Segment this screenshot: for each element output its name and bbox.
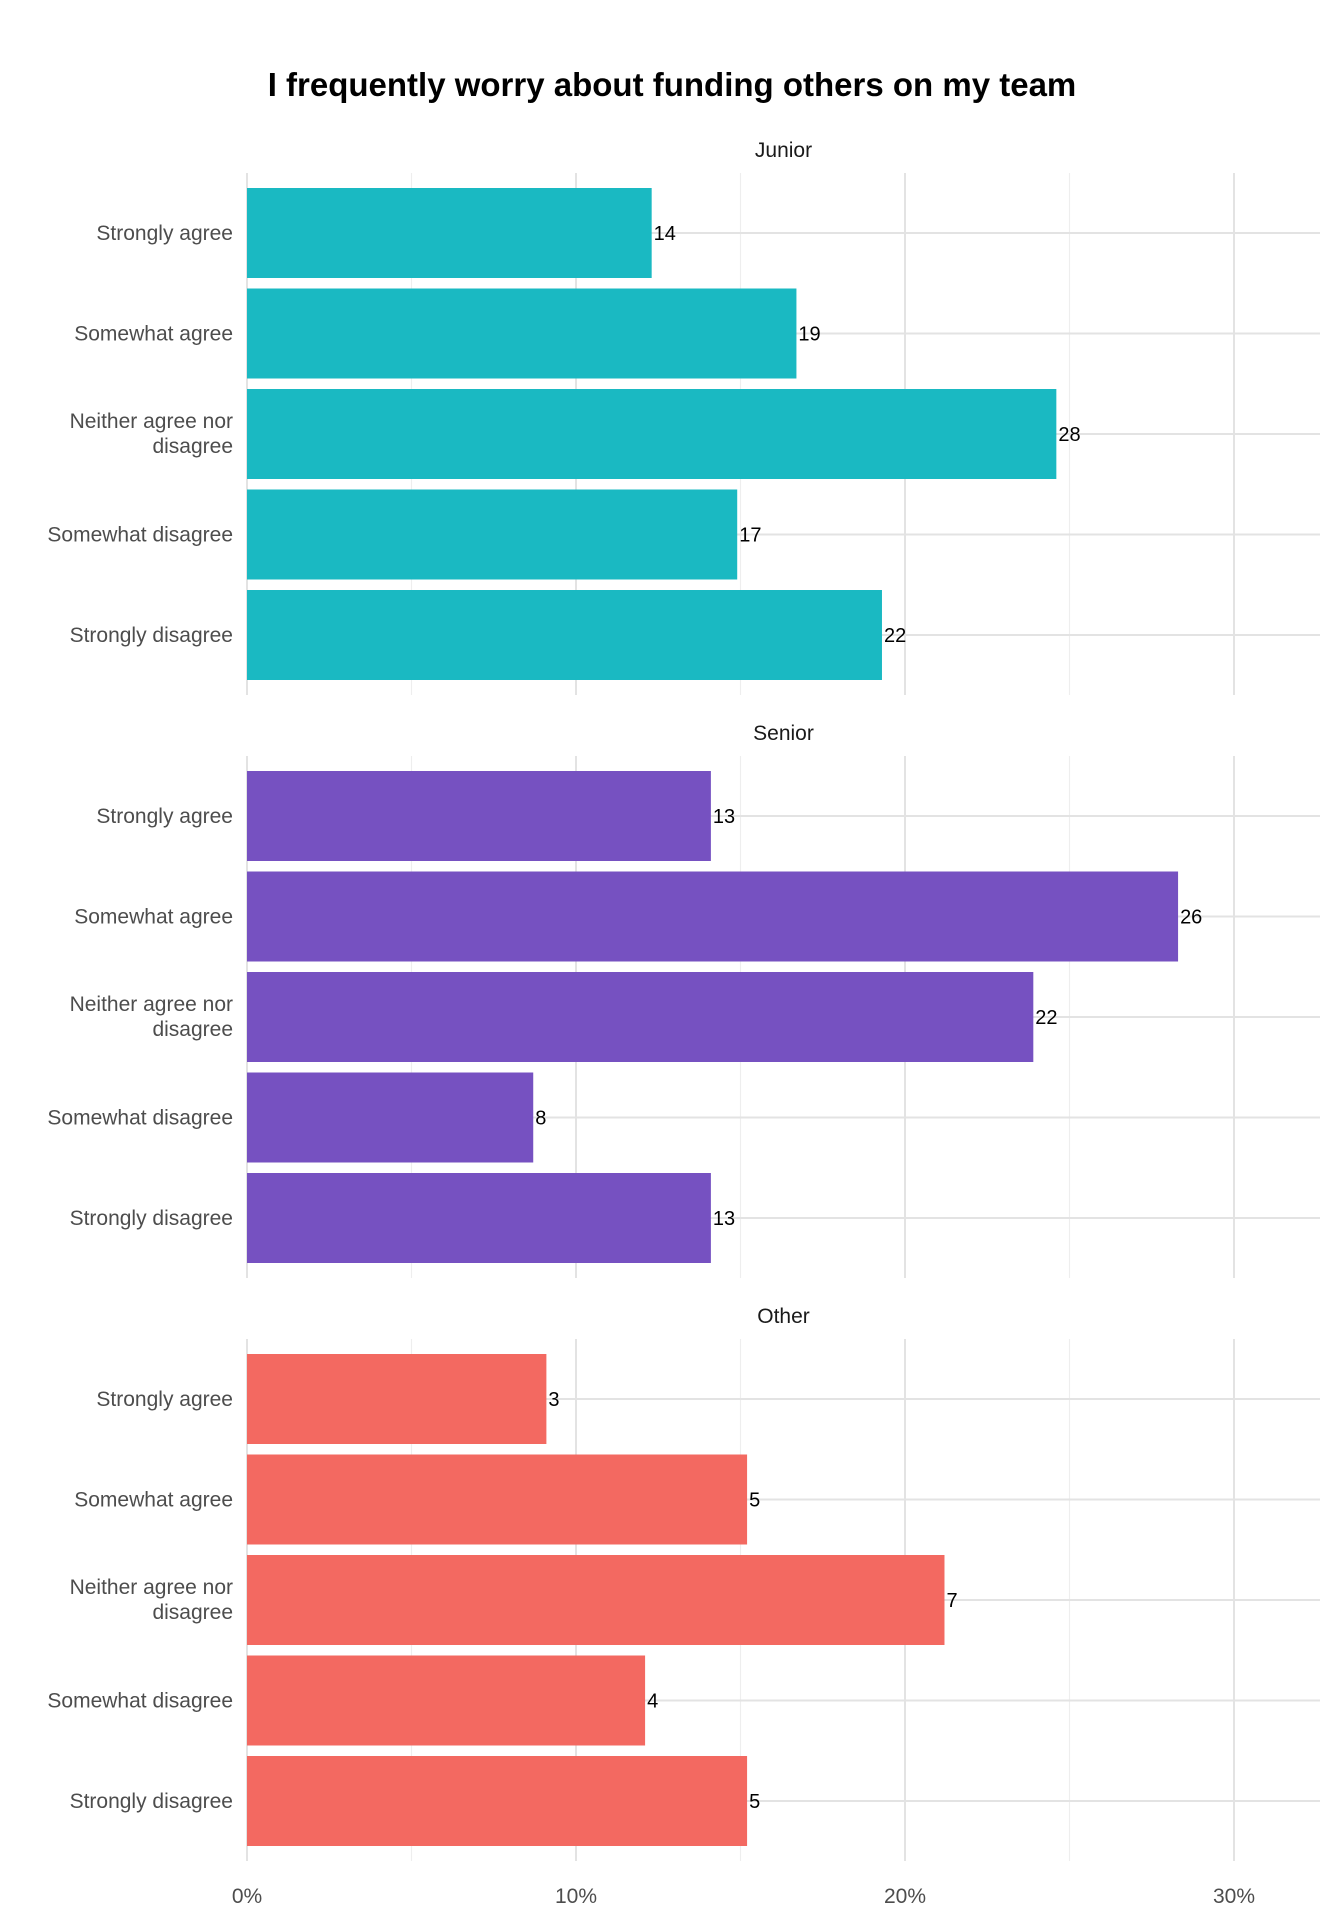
bar-other-somewhat-disagree (247, 1655, 646, 1746)
category-label-senior-strongly-agree: Strongly agree (96, 805, 233, 828)
data-label-other-neither-agree-nor-disagree: 7 (946, 1590, 957, 1612)
data-label-other-strongly-disagree: 5 (749, 1791, 760, 1813)
category-label-other-somewhat-agree: Somewhat agree (74, 1489, 233, 1512)
facet-label-senior: Senior (753, 722, 814, 745)
bar-junior-strongly-disagree (247, 590, 882, 680)
data-label-junior-somewhat-agree: 19 (798, 324, 820, 346)
data-label-senior-somewhat-agree: 26 (1180, 907, 1202, 929)
category-label-other-neither-agree-nor-disagree: Neither agree nor disagree (70, 1576, 233, 1624)
chart-title: I frequently worry about funding others … (267, 66, 1077, 103)
facet-label-other: Other (757, 1305, 810, 1328)
data-label-junior-strongly-disagree: 22 (884, 625, 906, 647)
bar-junior-strongly-agree (247, 188, 652, 278)
bar-senior-somewhat-agree (247, 871, 1179, 962)
data-label-senior-strongly-agree: 13 (713, 806, 735, 828)
data-label-senior-strongly-disagree: 13 (713, 1208, 735, 1230)
bar-senior-somewhat-disagree (247, 1072, 534, 1163)
x-tick-label-2: 20% (884, 1885, 926, 1908)
data-label-other-somewhat-disagree: 4 (647, 1691, 658, 1713)
data-label-senior-somewhat-disagree: 8 (535, 1108, 546, 1130)
data-label-senior-neither-agree-nor-disagree: 22 (1035, 1007, 1057, 1029)
x-tick-label-3: 30% (1213, 1885, 1255, 1908)
data-label-other-strongly-agree: 3 (548, 1389, 559, 1411)
data-label-other-somewhat-agree: 5 (749, 1490, 760, 1512)
category-label-other-strongly-agree: Strongly agree (96, 1388, 233, 1411)
data-label-junior-somewhat-disagree: 17 (739, 525, 761, 547)
data-label-junior-neither-agree-nor-disagree: 28 (1058, 424, 1080, 446)
data-label-junior-strongly-agree: 14 (654, 223, 676, 245)
category-label-junior-somewhat-agree: Somewhat agree (74, 323, 233, 346)
bar-junior-neither-agree-nor-disagree (247, 389, 1057, 479)
category-label-junior-neither-agree-nor-disagree: Neither agree nor disagree (70, 410, 233, 458)
x-tick-label-0: 0% (232, 1885, 262, 1908)
category-label-junior-somewhat-disagree: Somewhat disagree (47, 524, 233, 547)
bar-junior-somewhat-agree (247, 288, 797, 379)
category-label-junior-strongly-agree: Strongly agree (96, 222, 233, 245)
bar-senior-strongly-disagree (247, 1173, 711, 1263)
bar-senior-strongly-agree (247, 771, 711, 861)
bar-senior-neither-agree-nor-disagree (247, 972, 1034, 1062)
bar-other-neither-agree-nor-disagree (247, 1555, 945, 1645)
bar-junior-somewhat-disagree (247, 489, 738, 580)
category-label-other-strongly-disagree: Strongly disagree (70, 1790, 233, 1813)
category-label-senior-somewhat-agree: Somewhat agree (74, 906, 233, 929)
bar-other-strongly-agree (247, 1354, 547, 1444)
x-tick-label-1: 10% (555, 1885, 597, 1908)
category-label-senior-strongly-disagree: Strongly disagree (70, 1207, 233, 1230)
category-label-junior-strongly-disagree: Strongly disagree (70, 624, 233, 647)
bar-other-strongly-disagree (247, 1756, 748, 1846)
category-label-senior-somewhat-disagree: Somewhat disagree (47, 1107, 233, 1130)
facet-label-junior: Junior (755, 139, 812, 162)
category-label-other-somewhat-disagree: Somewhat disagree (47, 1690, 233, 1713)
category-label-senior-neither-agree-nor-disagree: Neither agree nor disagree (70, 993, 233, 1041)
bar-other-somewhat-agree (247, 1454, 748, 1545)
